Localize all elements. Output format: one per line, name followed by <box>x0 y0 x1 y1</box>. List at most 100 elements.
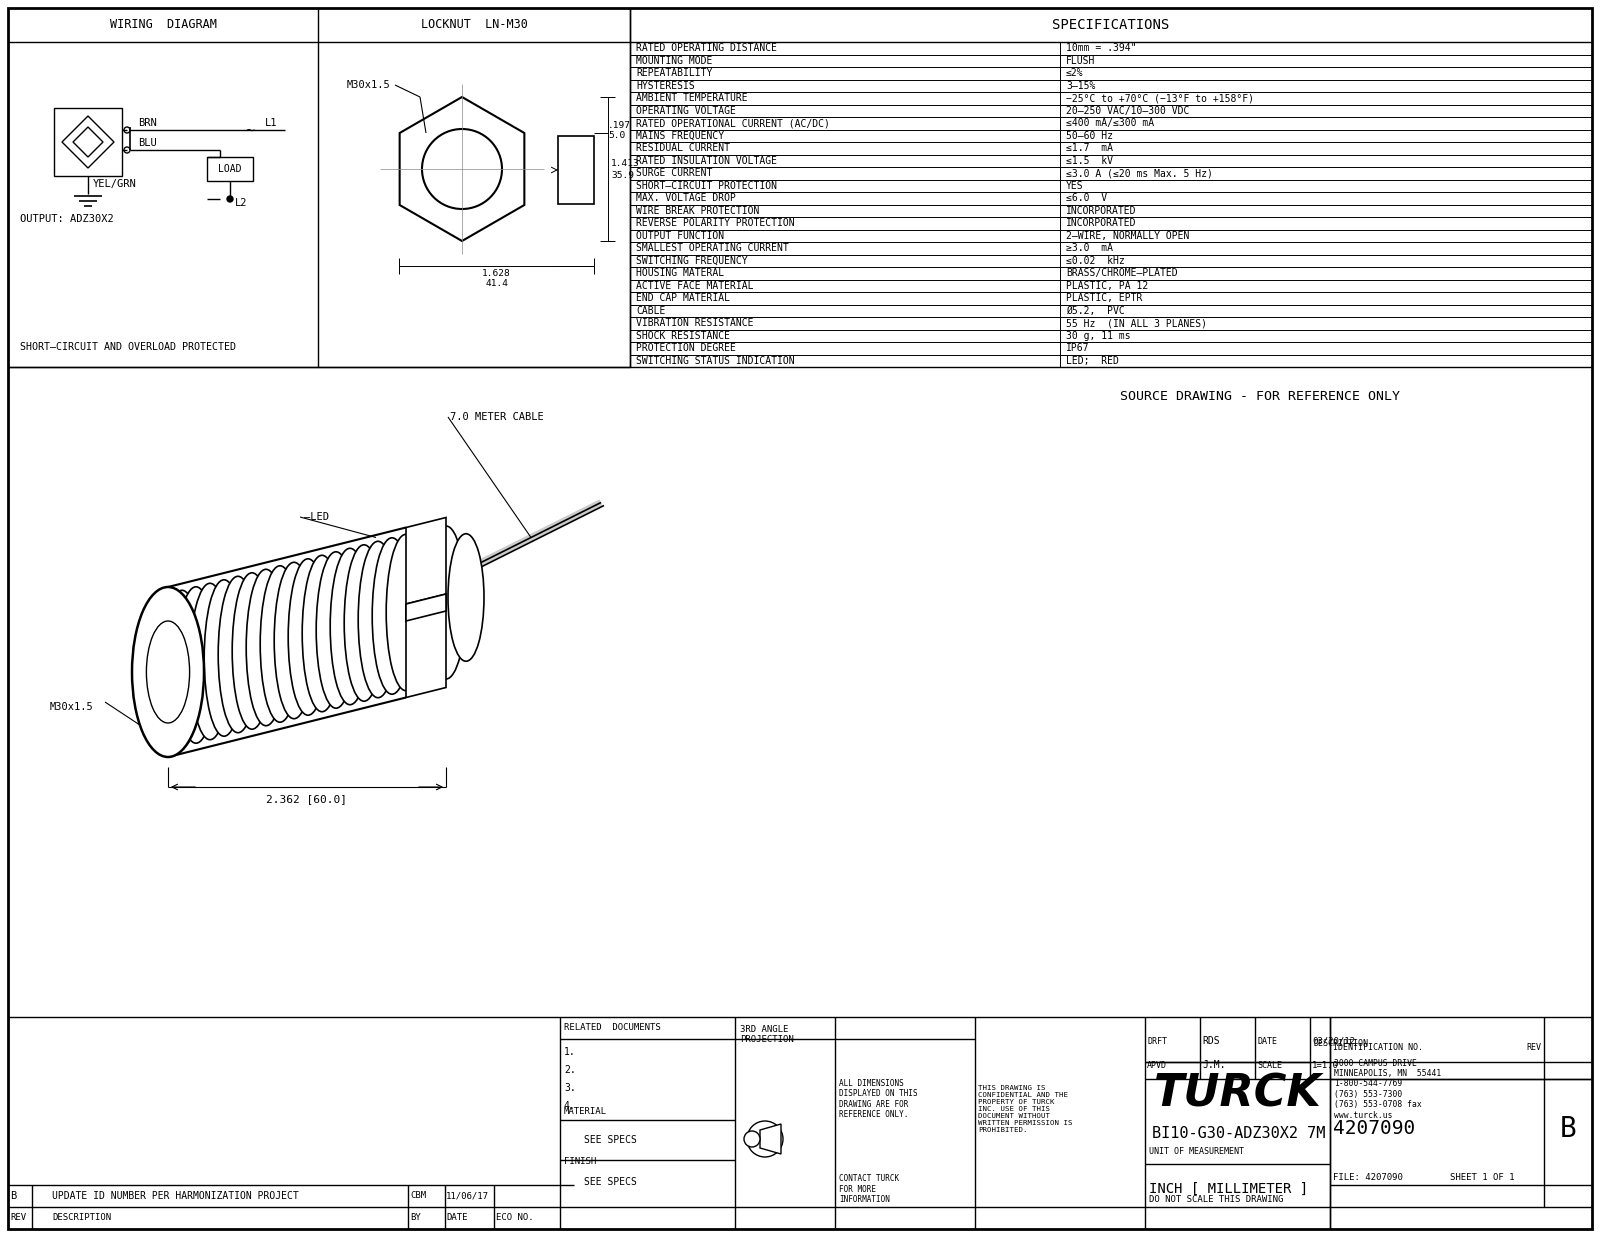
Text: 2–WIRE, NORMALLY OPEN: 2–WIRE, NORMALLY OPEN <box>1066 231 1189 241</box>
Text: CONTACT TURCK
FOR MORE
INFORMATION: CONTACT TURCK FOR MORE INFORMATION <box>838 1174 899 1204</box>
Text: 1.628: 1.628 <box>482 270 510 278</box>
Text: ≤400 mA/≤300 mA: ≤400 mA/≤300 mA <box>1066 119 1154 129</box>
Text: ≤2%: ≤2% <box>1066 68 1083 78</box>
Text: UPDATE ID NUMBER PER HARMONIZATION PROJECT: UPDATE ID NUMBER PER HARMONIZATION PROJE… <box>51 1191 299 1201</box>
Polygon shape <box>74 127 102 157</box>
Polygon shape <box>400 96 525 241</box>
Text: BLU: BLU <box>138 139 157 148</box>
Text: AMBIENT TEMPERATURE: AMBIENT TEMPERATURE <box>637 93 747 103</box>
Text: VIBRATION RESISTANCE: VIBRATION RESISTANCE <box>637 318 754 328</box>
Text: SEE SPECS: SEE SPECS <box>584 1136 637 1145</box>
Text: WIRE BREAK PROTECTION: WIRE BREAK PROTECTION <box>637 205 760 215</box>
Text: PLASTIC, PA 12: PLASTIC, PA 12 <box>1066 281 1149 291</box>
Text: IP67: IP67 <box>1066 343 1090 354</box>
Ellipse shape <box>386 534 426 690</box>
Ellipse shape <box>448 533 483 662</box>
Text: TURCK: TURCK <box>1154 1072 1322 1116</box>
Text: 41.4: 41.4 <box>485 280 509 288</box>
Ellipse shape <box>205 580 243 736</box>
Text: M30x1.5: M30x1.5 <box>347 80 390 90</box>
Polygon shape <box>760 1124 781 1154</box>
Text: 10mm = .394": 10mm = .394" <box>1066 43 1136 53</box>
Text: J.M.: J.M. <box>1202 1060 1226 1070</box>
Circle shape <box>125 127 130 134</box>
Ellipse shape <box>246 569 286 726</box>
Text: SWITCHING STATUS INDICATION: SWITCHING STATUS INDICATION <box>637 356 795 366</box>
Polygon shape <box>406 517 446 621</box>
Text: UNIT OF MEASUREMENT: UNIT OF MEASUREMENT <box>1149 1147 1245 1155</box>
Text: DATE: DATE <box>1258 1037 1277 1045</box>
Text: SCALE: SCALE <box>1258 1060 1282 1070</box>
Text: CABLE: CABLE <box>637 306 666 315</box>
Text: PLASTIC, EPTR: PLASTIC, EPTR <box>1066 293 1142 303</box>
Text: CBM: CBM <box>410 1191 426 1200</box>
Text: 4.: 4. <box>563 1101 576 1111</box>
Ellipse shape <box>344 544 384 701</box>
Polygon shape <box>406 594 446 621</box>
Text: 5.0: 5.0 <box>608 131 626 141</box>
Text: APVD: APVD <box>1147 1060 1166 1070</box>
Text: BI10-G30-ADZ30X2 7M: BI10-G30-ADZ30X2 7M <box>1152 1127 1325 1142</box>
Ellipse shape <box>330 548 370 705</box>
Circle shape <box>422 129 502 209</box>
Circle shape <box>747 1121 782 1157</box>
Text: FLUSH: FLUSH <box>1066 56 1096 66</box>
Text: SHOCK RESISTANCE: SHOCK RESISTANCE <box>637 330 730 340</box>
Ellipse shape <box>146 621 189 722</box>
Ellipse shape <box>317 552 355 709</box>
Text: 4207090: 4207090 <box>1333 1119 1416 1138</box>
Text: Ø5.2,  PVC: Ø5.2, PVC <box>1066 306 1125 315</box>
Text: 7.0 METER CABLE: 7.0 METER CABLE <box>450 412 544 422</box>
Text: DO NOT SCALE THIS DRAWING: DO NOT SCALE THIS DRAWING <box>1149 1195 1283 1204</box>
Bar <box>558 136 594 204</box>
Text: ≤0.02  kHz: ≤0.02 kHz <box>1066 256 1125 266</box>
Ellipse shape <box>261 565 299 722</box>
Text: SMALLEST OPERATING CURRENT: SMALLEST OPERATING CURRENT <box>637 244 789 254</box>
Text: MAINS FREQUENCY: MAINS FREQUENCY <box>637 131 725 141</box>
Text: INCORPORATED: INCORPORATED <box>1066 205 1136 215</box>
Text: SHORT–CIRCUIT PROTECTION: SHORT–CIRCUIT PROTECTION <box>637 181 778 190</box>
Ellipse shape <box>218 576 258 732</box>
Text: DATE: DATE <box>446 1213 467 1222</box>
Text: ~: ~ <box>245 122 254 137</box>
Text: OUTPUT FUNCTION: OUTPUT FUNCTION <box>637 231 725 241</box>
Text: IDENTIFICATION NO.: IDENTIFICATION NO. <box>1333 1043 1422 1051</box>
Polygon shape <box>168 527 406 757</box>
Text: SEE SPECS: SEE SPECS <box>584 1176 637 1188</box>
Text: LOCKNUT  LN-M30: LOCKNUT LN-M30 <box>421 19 528 31</box>
Text: DESCRIPTION: DESCRIPTION <box>1314 1039 1368 1049</box>
Text: BRASS/CHROME–PLATED: BRASS/CHROME–PLATED <box>1066 268 1178 278</box>
Text: MATERIAL: MATERIAL <box>563 1107 606 1117</box>
Text: END CAP MATERIAL: END CAP MATERIAL <box>637 293 730 303</box>
Text: .157 [4.0]: .157 [4.0] <box>390 552 453 562</box>
Text: 2.362 [60.0]: 2.362 [60.0] <box>267 794 347 804</box>
Text: M30x1.5: M30x1.5 <box>50 703 94 713</box>
Text: RATED OPERATING DISTANCE: RATED OPERATING DISTANCE <box>637 43 778 53</box>
Text: FINISH: FINISH <box>563 1158 597 1166</box>
Text: ACTIVE FACE MATERIAL: ACTIVE FACE MATERIAL <box>637 281 754 291</box>
Text: YES: YES <box>1066 181 1083 190</box>
Text: ≤6.0  V: ≤6.0 V <box>1066 193 1107 203</box>
Ellipse shape <box>176 586 216 743</box>
Text: 55 Hz  (IN ALL 3 PLANES): 55 Hz (IN ALL 3 PLANES) <box>1066 318 1206 328</box>
Text: WIRING  DIAGRAM: WIRING DIAGRAM <box>109 19 216 31</box>
Circle shape <box>227 195 234 202</box>
Text: 1.413: 1.413 <box>611 158 640 167</box>
Polygon shape <box>62 116 114 168</box>
Text: 11/06/17: 11/06/17 <box>446 1191 490 1200</box>
Text: DRFT: DRFT <box>1147 1037 1166 1045</box>
Text: ALL DIMENSIONS
DISPLAYED ON THIS
DRAWING ARE FOR
REFERENCE ONLY.: ALL DIMENSIONS DISPLAYED ON THIS DRAWING… <box>838 1079 918 1119</box>
Text: 35.9: 35.9 <box>611 171 634 179</box>
Text: REVERSE POLARITY PROTECTION: REVERSE POLARITY PROTECTION <box>637 218 795 229</box>
Bar <box>206 157 253 181</box>
Text: 2.: 2. <box>563 1065 576 1075</box>
Text: SPECIFICATIONS: SPECIFICATIONS <box>1053 19 1170 32</box>
Ellipse shape <box>274 563 314 719</box>
Text: ≤1.5  kV: ≤1.5 kV <box>1066 156 1114 166</box>
Text: YEL/GRN: YEL/GRN <box>93 179 136 189</box>
Text: OPERATING VOLTAGE: OPERATING VOLTAGE <box>637 105 736 116</box>
Text: SHORT–CIRCUIT AND OVERLOAD PROTECTED: SHORT–CIRCUIT AND OVERLOAD PROTECTED <box>19 341 237 353</box>
Text: RELATED  DOCUMENTS: RELATED DOCUMENTS <box>563 1023 661 1033</box>
Text: 3000 CAMPUS DRIVE
MINNEAPOLIS, MN  55441
1-800-544-7769
(763) 553-7300
(763) 553: 3000 CAMPUS DRIVE MINNEAPOLIS, MN 55441 … <box>1334 1059 1442 1119</box>
Text: B: B <box>10 1191 16 1201</box>
